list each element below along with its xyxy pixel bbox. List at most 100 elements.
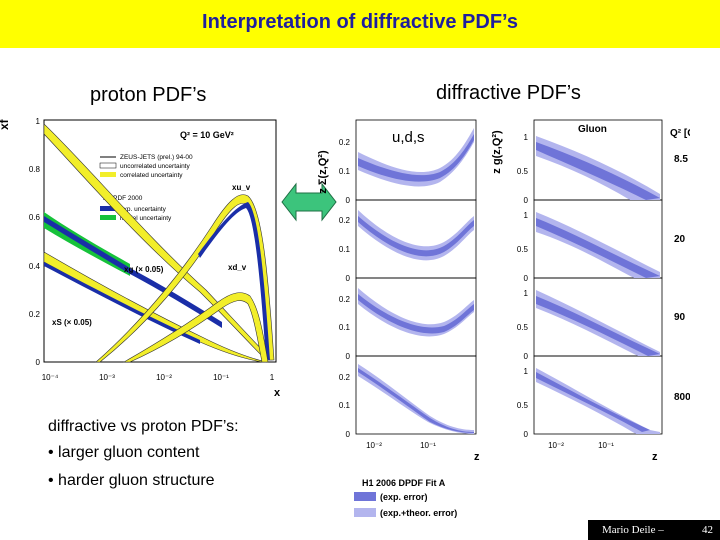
proton-x-ticks: 10⁻⁴ 10⁻³ 10⁻² 10⁻¹ 1 <box>42 373 275 382</box>
quark-label: u,d,s <box>392 129 425 146</box>
sigma-tick-labels: 0.2 0.1 0 0.2 0.1 0 0.2 0.1 0 0.2 0.1 0 <box>339 138 351 439</box>
gluon-r1-t2: 1 <box>524 133 529 142</box>
gluon-r1-t1: 0.5 <box>517 167 529 176</box>
gluon-band-outer-4 <box>536 368 660 434</box>
legend-h1pdf: H1 PDF 2000 <box>103 195 143 202</box>
bullet-1: • larger gluon content <box>48 444 200 461</box>
curve-label-xs: xS (× 0.05) <box>52 318 92 327</box>
proton-xtick-3: 10⁻¹ <box>213 373 229 382</box>
proton-xtick-0: 10⁻⁴ <box>42 373 59 382</box>
dpdf-left-ylabel: z Σ(z,Q²) <box>317 150 329 194</box>
proton-xtick-2: 10⁻² <box>156 373 172 382</box>
gluon-r3-t2: 1 <box>524 289 529 298</box>
proton-x-axis-label: x <box>274 387 281 399</box>
gluon-r2-t1: 0.5 <box>517 245 529 254</box>
sigma-r3-t0: 0 <box>346 352 351 361</box>
q2-value-1: 8.5 <box>674 154 688 165</box>
dpdf-right-ylabel: z g(z,Q²) <box>491 130 503 174</box>
q2-header: Q² [GeV²] <box>670 128 690 139</box>
q2-value-3: 90 <box>674 312 686 323</box>
right-heading: diffractive PDF’s <box>436 82 581 104</box>
gluon-r2-t2: 1 <box>524 211 529 220</box>
proton-ytick-0: 0 <box>36 358 41 367</box>
slide-title: Interpretation of diffractive PDF’s <box>202 11 518 33</box>
gluon-r3-t0: 0 <box>524 352 529 361</box>
proton-ytick-4: 0.8 <box>29 165 41 174</box>
comparison-arrow <box>281 182 337 222</box>
legend-correlated: correlated uncertainty <box>120 172 183 179</box>
gluon-panel-4 <box>533 355 663 435</box>
sigma-band-inner-1 <box>358 134 474 182</box>
bullets-intro: diffractive vs proton PDF’s: <box>48 418 239 435</box>
curve-label-xdv: xd_v <box>228 263 247 272</box>
title-bar: Interpretation of diffractive PDF’s <box>0 0 720 48</box>
legend-zeus: ZEUS-JETS (prel.) 94-00 <box>120 154 193 161</box>
xg-blue-band <box>44 216 222 328</box>
gluon-band-inner-3 <box>536 296 660 356</box>
gluon-r4-t0: 0 <box>524 430 529 439</box>
dpdf-legend-exp: (exp. error) <box>380 492 428 502</box>
sigma-xtick-2: 10⁻¹ <box>420 441 436 450</box>
sigma-band-outer-4 <box>358 364 474 434</box>
double-arrow-icon <box>281 182 337 222</box>
sigma-r2-t1: 0.1 <box>339 245 351 254</box>
proton-ytick-5: 1 <box>36 117 41 126</box>
gluon-x-axis-label: z <box>652 451 658 463</box>
legend-model: model uncertainty <box>120 215 172 222</box>
sigma-r1-t1: 0.1 <box>339 167 351 176</box>
xs-blue-band <box>44 262 200 344</box>
sigma-band-inner-2 <box>358 216 474 257</box>
proton-ytick-3: 0.6 <box>29 213 41 222</box>
gluon-xtick-1: 10⁻² <box>548 441 564 450</box>
curve-label-xg: xg (× 0.05) <box>124 265 164 274</box>
gluon-r4-t1: 0.5 <box>517 401 529 410</box>
legend-swatch-uncorrelated <box>99 162 117 169</box>
proton-q2-label: Q² = 10 GeV² <box>180 130 234 140</box>
diffractive-pdf-plot: z Σ(z,Q²) z g(z,Q²) u,d,s Gluon Q² [GeV²… <box>317 119 690 518</box>
dpdf-x-ticks: 10⁻² 10⁻¹ 10⁻² 10⁻¹ <box>366 441 614 450</box>
footer-author: Mario Deile – <box>602 524 664 536</box>
dpdf-legend-swatch-exp <box>354 492 376 501</box>
sigma-r1-t0: 0 <box>346 196 351 205</box>
gluon-band-inner-4 <box>536 372 650 432</box>
sigma-xtick-1: 10⁻² <box>366 441 382 450</box>
proton-plot-frame <box>43 119 277 363</box>
page-number: 42 <box>702 524 713 536</box>
proton-xtick-4: 1 <box>270 373 275 382</box>
curve-label-xuv: xu_v <box>232 183 251 192</box>
proton-pdf-plot: xf 0 0.2 0.4 0.6 0.8 1 10⁻⁴ 10⁻³ 10⁻² 10… <box>0 117 281 399</box>
gluon-r4-t2: 1 <box>524 367 529 376</box>
legend-swatch-correlated <box>100 172 116 177</box>
legend-swatch-exp <box>100 206 116 211</box>
sigma-panels <box>355 119 477 435</box>
footer-bar: Mario Deile – 42 <box>588 520 720 540</box>
sigma-r2-t2: 0.2 <box>339 216 351 225</box>
dpdf-legend-title: H1 2006 DPDF Fit A <box>362 478 446 488</box>
gluon-r2-t0: 0 <box>524 274 529 283</box>
sigma-r3-t2: 0.2 <box>339 295 351 304</box>
gluon-band-inner-1 <box>536 142 660 200</box>
sigma-panel-4 <box>355 355 477 435</box>
proton-ytick-2: 0.4 <box>29 262 41 271</box>
q2-values: 8.5 20 90 800 <box>674 154 690 403</box>
dpdf-legend-swatch-theor <box>354 508 376 517</box>
legend-uncorrelated: uncorrelated uncertainty <box>120 163 190 170</box>
sigma-r3-t1: 0.1 <box>339 323 351 332</box>
gluon-r1-t0: 0 <box>524 196 529 205</box>
legend-swatch-model <box>100 215 116 220</box>
sigma-r4-t2: 0.2 <box>339 373 351 382</box>
dpdf-legend: H1 2006 DPDF Fit A (exp. error) (exp.+th… <box>354 478 457 518</box>
sigma-band-inner-3 <box>358 294 474 334</box>
xdv-yellow-band <box>122 292 269 363</box>
q2-value-4: 800 <box>674 392 690 403</box>
gluon-xtick-2: 10⁻¹ <box>598 441 614 450</box>
gluon-band-inner-2 <box>536 218 660 278</box>
bullet-2: • harder gluon structure <box>48 472 215 489</box>
q2-value-2: 20 <box>674 234 686 245</box>
sigma-r1-t2: 0.2 <box>339 138 351 147</box>
dpdf-legend-theor: (exp.+theor. error) <box>380 508 457 518</box>
proton-y-ticks: 0 0.2 0.4 0.6 0.8 1 <box>29 117 41 367</box>
proton-ytick-1: 0.2 <box>29 310 41 319</box>
legend-exp: exp. uncertainty <box>120 206 167 213</box>
gluon-tick-labels: 1 0.5 0 1 0.5 0 1 0.5 0 1 0.5 0 <box>517 133 529 439</box>
